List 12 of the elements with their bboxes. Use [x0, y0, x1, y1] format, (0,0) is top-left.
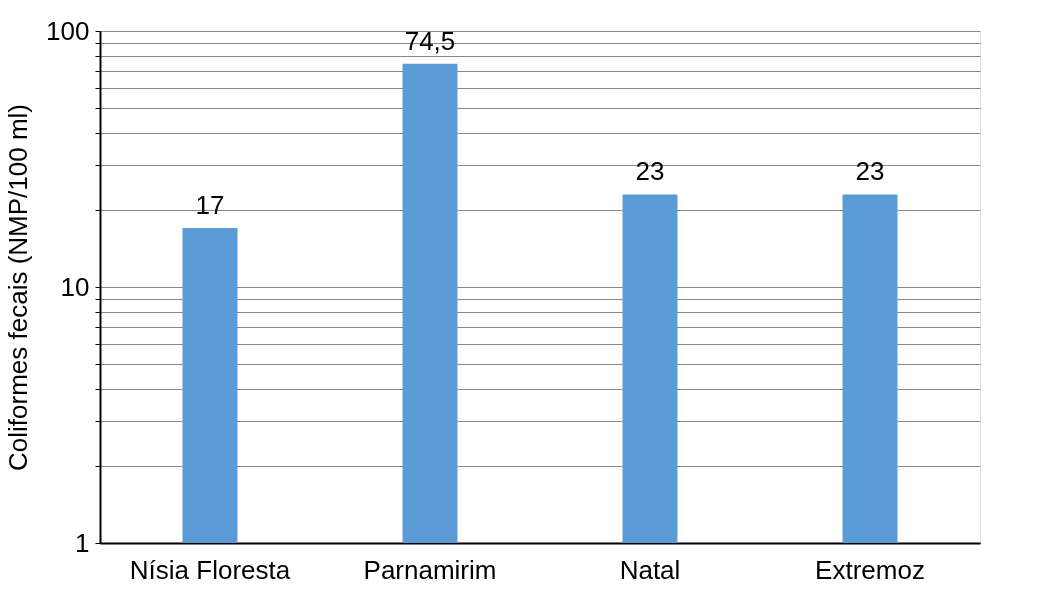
data-label: 23 [855, 156, 885, 187]
data-label: 17 [195, 190, 225, 221]
data-label: 74,5 [404, 25, 456, 56]
y-tick-label: 100 [46, 15, 90, 46]
x-tick-label: Natal [619, 554, 681, 585]
data-label: 23 [635, 156, 665, 187]
x-tick-label: Parnamirim [363, 554, 497, 585]
y-tick-label: 1 [75, 527, 90, 558]
x-tick-label: Extremoz [815, 554, 925, 585]
x-tick-label: Nísia Floresta [129, 554, 291, 585]
y-tick-label: 10 [60, 271, 90, 302]
y-axis-title: Coliformes fecais (NMP/100 ml) [3, 104, 34, 471]
